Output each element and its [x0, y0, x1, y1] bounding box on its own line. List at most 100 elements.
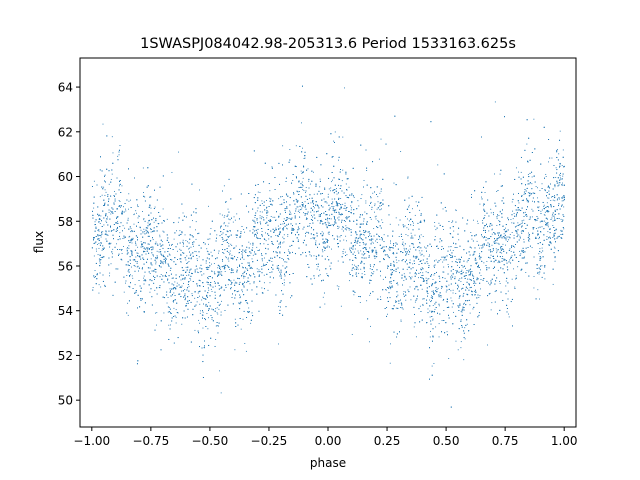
data-point	[219, 370, 221, 372]
data-point	[283, 284, 285, 286]
data-point	[265, 240, 267, 242]
data-point	[252, 219, 254, 221]
data-point	[200, 271, 202, 272]
data-point	[473, 276, 475, 278]
data-point	[190, 253, 192, 255]
data-point	[526, 198, 527, 200]
data-point	[112, 152, 114, 154]
data-point	[360, 250, 362, 252]
data-point	[342, 169, 344, 171]
data-point	[286, 261, 288, 263]
data-point	[338, 286, 340, 288]
data-point	[328, 233, 330, 235]
data-point	[430, 297, 432, 299]
data-point	[516, 225, 518, 227]
data-point	[219, 266, 221, 268]
data-point	[107, 216, 109, 218]
data-point	[300, 170, 302, 172]
data-point	[545, 222, 547, 224]
data-point	[435, 229, 437, 231]
data-point	[533, 175, 535, 177]
data-point	[464, 338, 466, 340]
data-point	[100, 286, 102, 288]
data-point	[345, 235, 347, 237]
data-point	[253, 281, 255, 282]
data-point	[322, 223, 324, 225]
data-point	[199, 322, 201, 324]
data-point	[520, 253, 522, 255]
data-point	[242, 266, 244, 268]
data-point	[443, 271, 445, 273]
data-point	[484, 214, 486, 216]
data-point	[275, 219, 277, 221]
chart-title: 1SWASPJ084042.98-205313.6 Period 1533163…	[140, 36, 516, 52]
data-point	[383, 234, 385, 236]
data-point	[217, 271, 219, 273]
data-point	[523, 193, 525, 195]
data-point	[181, 290, 183, 292]
data-point	[366, 170, 368, 171]
data-point	[182, 212, 184, 214]
data-point	[440, 259, 442, 261]
data-point	[194, 329, 196, 331]
data-point	[133, 213, 135, 215]
data-point	[551, 217, 553, 219]
data-point	[452, 273, 454, 275]
data-point	[556, 199, 558, 201]
data-point	[541, 226, 543, 228]
data-point	[531, 208, 533, 210]
data-point	[244, 270, 246, 272]
data-point	[429, 299, 431, 301]
data-point	[130, 274, 131, 276]
data-point	[296, 206, 298, 208]
data-point	[105, 220, 107, 222]
data-point	[451, 261, 453, 263]
data-point	[374, 258, 376, 259]
data-point	[261, 203, 263, 204]
data-point	[555, 176, 557, 178]
data-point	[482, 245, 484, 246]
data-point	[259, 211, 261, 213]
data-point	[180, 261, 181, 263]
data-point	[208, 289, 210, 291]
data-point	[309, 251, 311, 253]
data-point	[368, 341, 370, 343]
data-point	[265, 232, 266, 234]
data-point	[142, 232, 144, 234]
data-point	[100, 215, 102, 217]
data-point	[544, 278, 546, 280]
data-point	[469, 312, 471, 314]
data-point	[205, 262, 207, 264]
data-point	[452, 292, 454, 294]
data-point	[104, 189, 106, 191]
data-point	[257, 191, 259, 193]
data-point	[393, 261, 395, 263]
data-point	[479, 295, 481, 297]
data-point	[405, 234, 407, 235]
data-point	[419, 237, 421, 239]
data-point	[322, 232, 324, 234]
data-point	[423, 279, 425, 281]
data-point	[278, 235, 279, 237]
data-point	[448, 284, 450, 286]
data-point	[162, 230, 164, 232]
data-point	[513, 234, 515, 236]
data-point	[441, 285, 442, 287]
data-point	[524, 211, 526, 213]
data-point	[216, 325, 218, 326]
data-point	[349, 248, 351, 250]
data-point	[420, 234, 422, 236]
data-point	[420, 247, 422, 249]
data-point	[297, 239, 299, 241]
data-point	[259, 191, 261, 193]
data-point	[184, 234, 186, 236]
data-point	[497, 262, 499, 264]
data-point	[144, 231, 146, 233]
data-point	[110, 242, 112, 244]
data-point	[434, 236, 436, 237]
data-point	[227, 208, 229, 210]
data-point	[505, 285, 507, 287]
data-point	[304, 213, 306, 215]
data-point	[439, 277, 441, 279]
data-point	[400, 151, 402, 153]
